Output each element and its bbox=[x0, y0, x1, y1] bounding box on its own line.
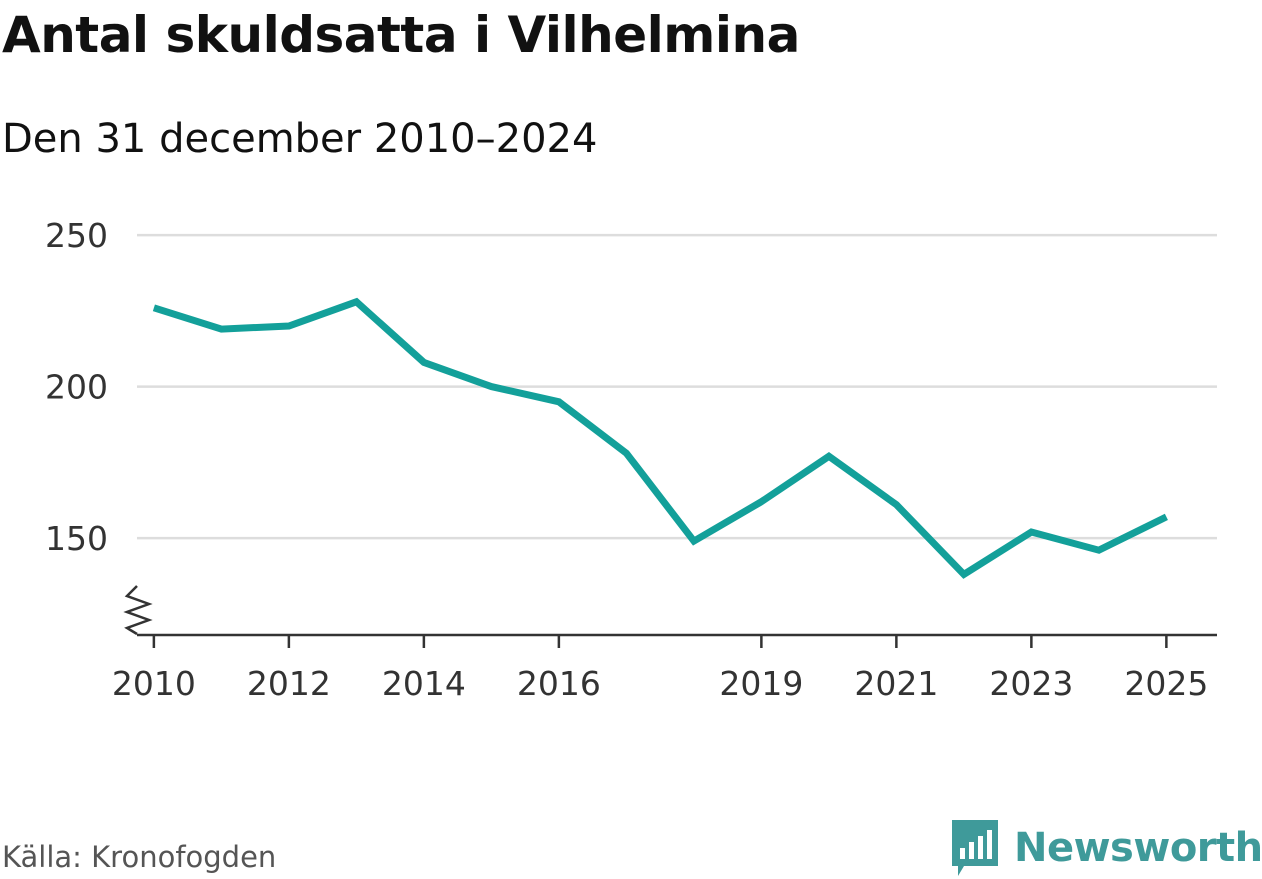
series-line bbox=[152, 297, 1168, 579]
brand-name: Newsworthy bbox=[1014, 825, 1262, 871]
y-tick-label: 250 bbox=[45, 216, 108, 255]
x-axis: 2010 2012 2014 2016 2019 2021 2023 2025 bbox=[112, 633, 1217, 703]
y-axis: 150 200 250 bbox=[45, 216, 153, 636]
y-tick-label: 150 bbox=[45, 519, 108, 558]
gridlines bbox=[137, 233, 1217, 540]
source-note: Källa: Kronofogden bbox=[2, 840, 277, 874]
x-tick-label: 2025 bbox=[1124, 664, 1208, 703]
x-tick-label: 2016 bbox=[517, 664, 601, 703]
brand: Newsworthy bbox=[950, 818, 1262, 878]
x-tick-label: 2010 bbox=[112, 664, 196, 703]
x-tick-label: 2021 bbox=[854, 664, 938, 703]
y-tick-label: 200 bbox=[45, 368, 108, 407]
newsworthy-logo-icon bbox=[952, 820, 998, 876]
series-group bbox=[152, 297, 1168, 579]
chart-subtitle: Den 31 december 2010–2024 bbox=[2, 116, 598, 162]
chart-title: Antal skuldsatta i Vilhelmina bbox=[2, 6, 800, 64]
x-tick-label: 2012 bbox=[247, 664, 331, 703]
x-tick-label: 2023 bbox=[989, 664, 1073, 703]
x-tick-label: 2019 bbox=[719, 664, 803, 703]
x-tick-label: 2014 bbox=[382, 664, 466, 703]
axis-break-mark bbox=[123, 585, 153, 636]
